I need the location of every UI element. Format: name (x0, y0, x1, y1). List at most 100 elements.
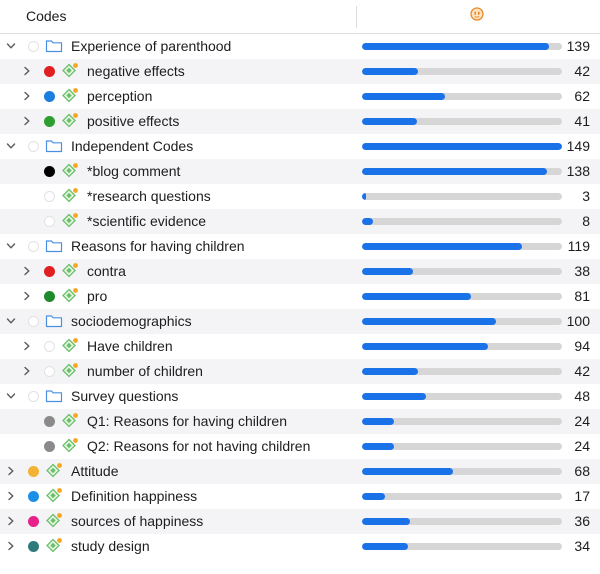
chevron-down-icon[interactable] (6, 241, 16, 251)
chevron-right-icon[interactable] (22, 91, 32, 101)
chevron-down-icon[interactable] (6, 41, 16, 51)
tree-row-attitude[interactable]: Attitude 68 (0, 459, 600, 484)
code-count: 138 (566, 163, 590, 179)
frequency-bar-fill (362, 518, 410, 525)
code-count: 41 (574, 113, 590, 129)
code-icon (62, 213, 78, 228)
code-icon (46, 463, 62, 478)
code-color-dot (44, 91, 55, 102)
tree-row-survey-questions[interactable]: Survey questions 48 (0, 384, 600, 409)
tree-row-positive-effects[interactable]: positive effects 41 (0, 109, 600, 134)
chevron-right-icon[interactable] (6, 541, 16, 551)
code-color-dot (44, 66, 55, 77)
chevron-down-icon[interactable] (6, 141, 16, 151)
code-icon (62, 113, 78, 128)
code-color-dot (44, 341, 55, 352)
code-color-dot (28, 491, 39, 502)
frequency-bar (362, 418, 562, 425)
chevron-down-icon[interactable] (6, 316, 16, 326)
tree-row-contra[interactable]: contra 38 (0, 259, 600, 284)
chevron-down-icon[interactable] (6, 391, 16, 401)
code-color-dot (28, 41, 39, 52)
code-icon (62, 88, 78, 103)
tree-row-research-questions[interactable]: *research questions 3 (0, 184, 600, 209)
code-color-dot (44, 366, 55, 377)
chevron-right-icon[interactable] (22, 66, 32, 76)
frequency-bar-fill (362, 343, 488, 350)
column-divider[interactable] (356, 6, 357, 28)
frequency-bar (362, 468, 562, 475)
code-label: sources of happiness (71, 513, 204, 529)
frequency-bar (362, 218, 562, 225)
frequency-bar-fill (362, 143, 562, 150)
code-label: Independent Codes (71, 138, 194, 154)
code-count: 38 (574, 263, 590, 279)
chevron-right-icon[interactable] (22, 116, 32, 126)
chevron-right-icon[interactable] (6, 491, 16, 501)
code-label: sociodemographics (71, 313, 192, 329)
frequency-bar-fill (362, 243, 522, 250)
frequency-bar (362, 168, 562, 175)
tree-row-independent-codes[interactable]: Independent Codes 149 (0, 134, 600, 159)
frequency-bar-fill (362, 418, 394, 425)
code-count: 94 (574, 338, 590, 354)
frequency-bar-fill (362, 443, 394, 450)
code-count: 119 (567, 238, 590, 254)
tree-row-negative-effects[interactable]: negative effects 42 (0, 59, 600, 84)
code-count: 139 (566, 38, 590, 54)
frequency-bar (362, 243, 562, 250)
frequency-bar (362, 318, 562, 325)
folder-icon (45, 140, 63, 153)
tree-row-blog-comment[interactable]: *blog comment 138 (0, 159, 600, 184)
column-header-codes[interactable]: Codes (26, 8, 67, 24)
tree-row-scientific-evidence[interactable]: *scientific evidence 8 (0, 209, 600, 234)
tree-row-number-of-children[interactable]: number of children 42 (0, 359, 600, 384)
code-count: 42 (574, 363, 590, 379)
tree-row-reasons-for-having-children[interactable]: Reasons for having children 119 (0, 234, 600, 259)
code-count: 48 (574, 388, 590, 404)
code-color-dot (44, 166, 55, 177)
code-count: 34 (574, 538, 590, 554)
tree-row-perception[interactable]: perception 62 (0, 84, 600, 109)
folder-icon (45, 315, 63, 328)
code-color-dot (28, 141, 39, 152)
chevron-right-icon[interactable] (6, 466, 16, 476)
code-count: 17 (574, 488, 590, 504)
tree-row-study-design[interactable]: study design 34 (0, 534, 600, 559)
frequency-bar-fill (362, 193, 366, 200)
code-count: 24 (574, 413, 590, 429)
tree-row-q2-reasons-for-not-having-children[interactable]: Q2: Reasons for not having children 24 (0, 434, 600, 459)
frequency-bar-fill (362, 268, 413, 275)
code-color-dot (28, 466, 39, 477)
code-color-dot (44, 191, 55, 202)
memo-face-icon[interactable] (470, 7, 484, 21)
tree-row-definition-happiness[interactable]: Definition happiness 17 (0, 484, 600, 509)
frequency-bar-fill (362, 93, 445, 100)
folder-icon (45, 240, 63, 253)
tree-row-sociodemographics[interactable]: sociodemographics 100 (0, 309, 600, 334)
tree-row-experience-of-parenthood[interactable]: Experience of parenthood 139 (0, 34, 600, 59)
code-count: 42 (574, 63, 590, 79)
code-icon (62, 338, 78, 353)
code-color-dot (44, 416, 55, 427)
tree-row-sources-of-happiness[interactable]: sources of happiness 36 (0, 509, 600, 534)
chevron-right-icon[interactable] (22, 366, 32, 376)
code-label: study design (71, 538, 150, 554)
tree-row-have-children[interactable]: Have children 94 (0, 334, 600, 359)
frequency-bar (362, 68, 562, 75)
codes-header: Codes (0, 0, 600, 34)
code-label: negative effects (87, 63, 185, 79)
frequency-bar-fill (362, 168, 547, 175)
code-count: 81 (574, 288, 590, 304)
chevron-right-icon[interactable] (22, 341, 32, 351)
chevron-right-icon[interactable] (22, 266, 32, 276)
frequency-bar-fill (362, 43, 549, 50)
frequency-bar (362, 443, 562, 450)
tree-row-q1-reasons-for-having-children[interactable]: Q1: Reasons for having children 24 (0, 409, 600, 434)
tree-row-pro[interactable]: pro 81 (0, 284, 600, 309)
chevron-right-icon[interactable] (22, 291, 32, 301)
chevron-right-icon[interactable] (6, 516, 16, 526)
frequency-bar-fill (362, 543, 408, 550)
frequency-bar (362, 93, 562, 100)
